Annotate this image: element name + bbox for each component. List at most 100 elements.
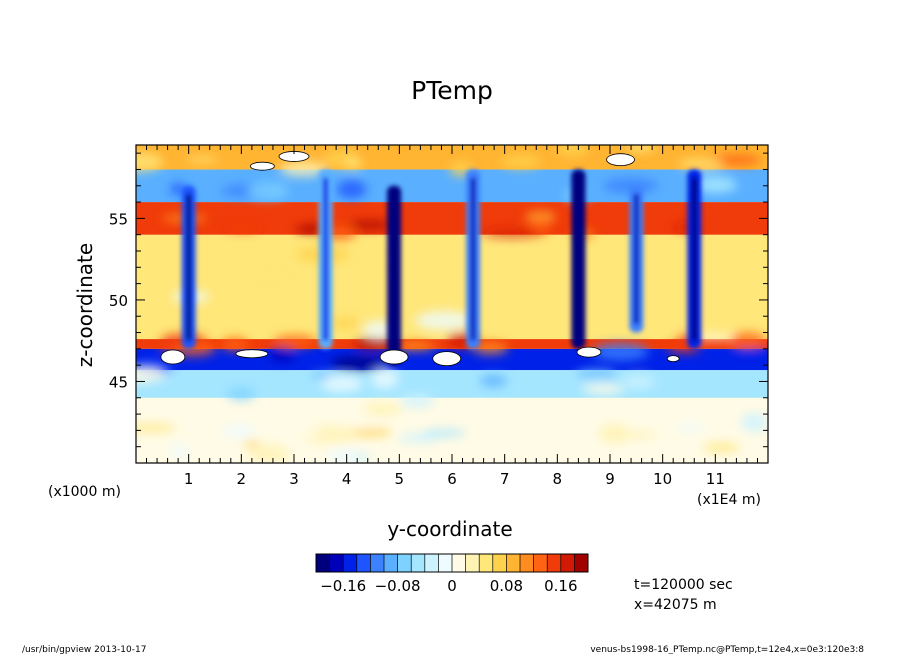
y-tick-label: 50 bbox=[109, 292, 128, 310]
colorbar-swatch bbox=[547, 554, 562, 572]
saturated-region bbox=[666, 355, 680, 363]
heatmap-patch bbox=[399, 433, 439, 443]
heatmap-patch bbox=[676, 412, 733, 428]
heatmap-patch bbox=[243, 440, 260, 447]
heatmap-patch bbox=[422, 429, 466, 437]
colorbar-swatch bbox=[424, 554, 439, 572]
heatmap-patch bbox=[253, 274, 291, 282]
heatmap-plume-core bbox=[470, 177, 476, 341]
heatmap-patch bbox=[415, 310, 473, 331]
x-tick-label: 8 bbox=[553, 470, 563, 488]
heatmap-plume-core bbox=[633, 193, 639, 325]
heatmap-patch bbox=[566, 376, 620, 384]
heatmap-patch bbox=[677, 158, 724, 169]
heatmap-patch bbox=[530, 216, 550, 236]
y-axis: 45 50 55 bbox=[109, 152, 768, 464]
heatmap-patch bbox=[703, 442, 740, 453]
heatmap-patch bbox=[479, 374, 508, 388]
heatmap-patch bbox=[370, 369, 399, 389]
heatmap-patch bbox=[608, 431, 658, 439]
heatmap-plume-core bbox=[323, 177, 329, 341]
heatmap-patch bbox=[500, 154, 542, 169]
heatmap-patch bbox=[626, 145, 656, 153]
saturated-region bbox=[235, 349, 269, 359]
heatmap-plumes bbox=[181, 169, 702, 366]
colorbar-swatch bbox=[316, 554, 331, 572]
heatmap-patch bbox=[472, 341, 509, 355]
x-tick-label: 4 bbox=[342, 470, 352, 488]
heatmap-patch bbox=[273, 335, 317, 348]
colorbar-swatch bbox=[520, 554, 535, 572]
x-tick-label: 10 bbox=[653, 470, 672, 488]
heatmap-patch bbox=[349, 220, 392, 229]
heatmap-patch bbox=[227, 387, 256, 401]
heatmap-plume-core bbox=[186, 193, 192, 341]
heatmap-plume-core bbox=[575, 177, 581, 341]
footer-right: venus-bs1998-16_PTemp.nc@PTemp,t=12e4,x=… bbox=[590, 645, 864, 654]
colorbar-swatch bbox=[397, 554, 412, 572]
colorbar-swatch bbox=[384, 554, 399, 572]
heatmap-patch bbox=[741, 412, 768, 433]
heatmap-patch bbox=[425, 453, 473, 463]
colorbar-swatch bbox=[370, 554, 385, 572]
y-unit-label: (x1000 m) bbox=[48, 484, 121, 500]
x-tick-label: 3 bbox=[289, 470, 299, 488]
heatmap-bands bbox=[136, 145, 768, 463]
heatmap-patch bbox=[278, 421, 318, 441]
saturated-region bbox=[249, 161, 275, 171]
x-tick-label: 5 bbox=[395, 470, 405, 488]
heatmap-patch bbox=[556, 145, 590, 157]
heatmap-patch bbox=[398, 340, 431, 350]
heatmap-patch bbox=[279, 160, 327, 177]
position-label: x=42075 m bbox=[634, 597, 717, 613]
heatmap-patch bbox=[363, 402, 403, 416]
heatmap-patch bbox=[304, 145, 352, 151]
colorbar-swatch bbox=[465, 554, 480, 572]
y-tick-label: 45 bbox=[109, 373, 128, 391]
colorbar-swatch bbox=[356, 554, 371, 572]
heatmap-patch bbox=[136, 151, 164, 172]
y-tick-label: 55 bbox=[109, 210, 128, 228]
saturated-regions bbox=[160, 151, 680, 367]
saturated-region bbox=[379, 349, 409, 365]
x-tick-label: 1 bbox=[184, 470, 194, 488]
heatmap-patch bbox=[728, 332, 767, 349]
colorbar-swatch bbox=[574, 554, 589, 572]
heatmap-patch bbox=[399, 393, 434, 408]
colorbar-tick-label: −0.16 bbox=[320, 577, 366, 595]
heatmap-patch bbox=[702, 183, 739, 192]
heatmap-texture bbox=[136, 145, 768, 463]
y-axis-title: z-coordinate bbox=[73, 243, 97, 367]
heatmap-patch bbox=[336, 179, 367, 199]
colorbar-swatch bbox=[479, 554, 494, 572]
colorbar-frame bbox=[315, 553, 589, 573]
x-axis: 1 2 3 4 5 6 7 8 9 10 11 bbox=[135, 145, 769, 488]
heatmap-patch bbox=[185, 156, 219, 163]
colorbar-swatch bbox=[533, 554, 548, 572]
colorbar-tick-label: −0.08 bbox=[375, 577, 421, 595]
x-tick-label: 11 bbox=[706, 470, 725, 488]
heatmap-patch bbox=[362, 320, 396, 340]
heatmap-patch bbox=[582, 383, 625, 396]
heatmap-patch bbox=[592, 342, 649, 361]
heatmap-patch bbox=[269, 347, 296, 362]
heatmap-patch bbox=[136, 423, 176, 432]
heatmap-plume-core bbox=[391, 193, 397, 358]
colorbar-swatch bbox=[492, 554, 507, 572]
heatmap-patch bbox=[227, 225, 258, 232]
heatmap-plume-core bbox=[691, 177, 697, 341]
x-tick-label: 9 bbox=[605, 470, 615, 488]
heatmap-patch bbox=[136, 374, 167, 381]
colorbar-swatch bbox=[438, 554, 453, 572]
heatmap-patch bbox=[525, 211, 556, 223]
heatmap-patch bbox=[691, 333, 735, 341]
heatmap-patch bbox=[170, 443, 188, 459]
chart-title: PTemp bbox=[411, 76, 493, 105]
heatmap-patch bbox=[482, 229, 542, 238]
x-unit-label: (x1E4 m) bbox=[697, 492, 761, 508]
heatmap-patch bbox=[344, 157, 363, 169]
colorbar-swatch bbox=[343, 554, 358, 572]
x-axis-title: y-coordinate bbox=[387, 517, 512, 541]
colorbar-tick-label: 0.16 bbox=[544, 577, 577, 595]
heatmap-patch bbox=[248, 444, 290, 463]
